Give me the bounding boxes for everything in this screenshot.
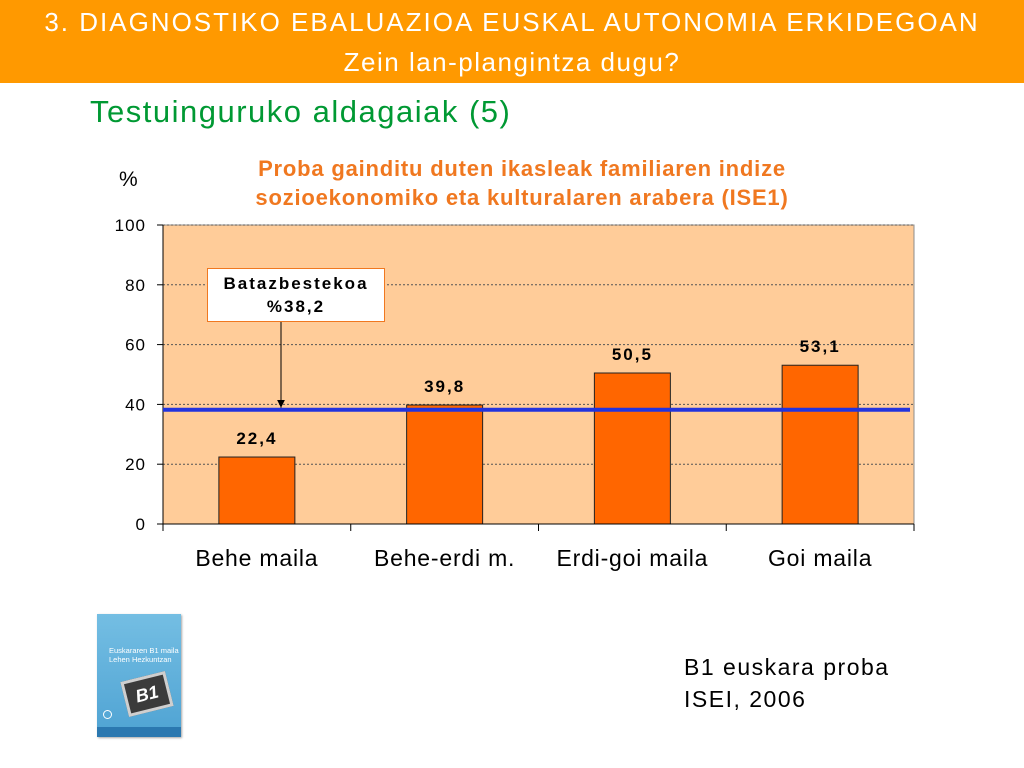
bar-behe-maila: [218, 456, 296, 525]
y-axis-label: %: [119, 168, 138, 191]
book-cover-bottom-band: [97, 727, 181, 737]
slide-title: Testuinguruko aldagaiak (5): [90, 94, 512, 129]
book-cover-image: Euskararen B1 maila Lehen Hezkuntzan B1: [97, 614, 181, 737]
y-tick-label: 100: [115, 216, 146, 235]
slide-header-title: 3. DIAGNOSTIKO EBALUAZIOA EUSKAL AUTONOM…: [44, 7, 980, 37]
y-tick-label: 80: [125, 276, 146, 295]
bar-value-label: 22,4: [236, 429, 277, 448]
chart-title: Proba gainditu duten ikasleak familiaren…: [255, 156, 789, 210]
bar-value-label: 50,5: [612, 345, 653, 364]
publisher-logo-icon: [103, 710, 112, 719]
bar-erdi-goi-maila: [593, 372, 671, 525]
x-category-label: Behe-erdi m.: [374, 545, 515, 571]
book-cover-title-line1: Euskararen B1 maila: [109, 646, 179, 655]
average-callout-value: %38,2: [266, 297, 326, 316]
x-category-label: Goi maila: [768, 545, 872, 571]
average-callout-label: Batazbestekoa: [223, 274, 369, 293]
x-category-label: Behe maila: [195, 545, 318, 571]
x-category-label: Erdi-goi maila: [556, 545, 708, 571]
source-line2: ISEI, 2006: [684, 686, 807, 712]
slide-header: 3. DIAGNOSTIKO EBALUAZIOA EUSKAL AUTONOM…: [0, 0, 1024, 83]
average-callout-box: Batazbestekoa %38,2: [207, 268, 385, 322]
y-tick-label: 20: [125, 455, 146, 474]
bar-behe-erdi-m: [406, 404, 484, 525]
bar-value-label: 53,1: [800, 337, 841, 356]
bar-goi-maila: [781, 364, 859, 525]
book-cover-title-line2: Lehen Hezkuntzan: [109, 655, 172, 664]
source-line1: B1 euskara proba: [684, 654, 890, 680]
y-tick-label: 0: [136, 515, 146, 534]
y-tick-label: 60: [125, 336, 146, 355]
bar-value-label: 39,8: [424, 377, 465, 396]
slide-header-subtitle: Zein lan-plangintza dugu?: [343, 47, 681, 77]
y-tick-label: 40: [125, 395, 146, 414]
source-note: B1 euskara proba ISEI, 2006: [684, 651, 890, 715]
